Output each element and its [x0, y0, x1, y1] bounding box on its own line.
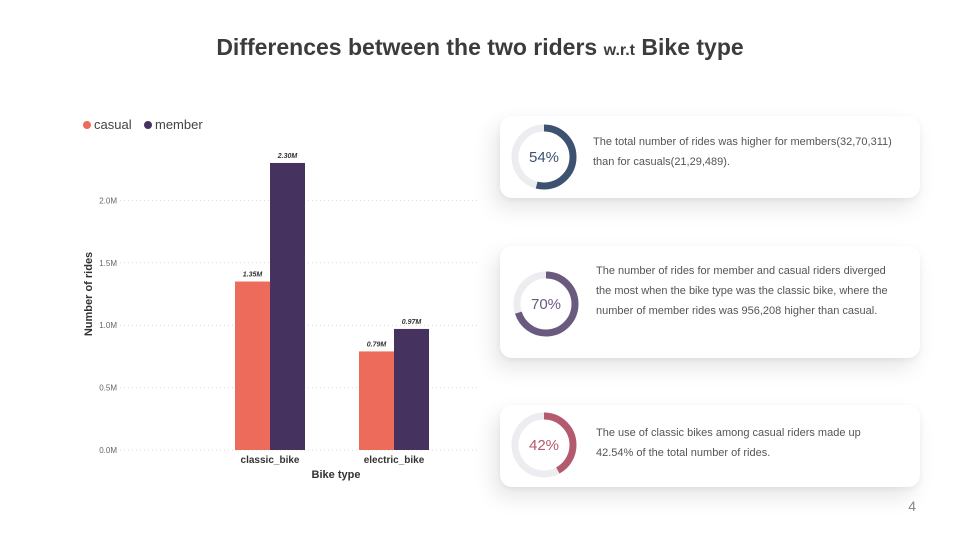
y-tick-label: 1.5M [99, 259, 117, 268]
legend-marker-casual [83, 121, 91, 129]
donut-arc [513, 271, 579, 337]
donut-percent-label: 70% [531, 296, 561, 313]
bar-casual-classic_bike [235, 281, 270, 450]
bar-chart: 0.0M 0.5M 1.0M 1.5M 2.0M Number of rides Bike … [83, 117, 480, 481]
x-tick-label: electric_bike [364, 455, 425, 466]
bar-casual-electric_bike [359, 351, 394, 450]
title-main: Differences between the two riders [216, 34, 604, 60]
y-tick-label: 0.5M [99, 384, 117, 393]
donut-gauge-2: 70% [513, 271, 579, 337]
insight-card-3: 42% The use of classic bikes among casua… [500, 405, 920, 487]
data-label: 0.97M [402, 319, 422, 326]
title-small: w.r.t [603, 42, 636, 59]
insight-card-2: 70% The number of rides for member and c… [500, 246, 920, 358]
donut-gauge-3: 42% [511, 412, 577, 478]
data-label: 0.79M [367, 341, 387, 348]
x-axis-label: Bike type [312, 469, 361, 481]
donut-arc [511, 412, 577, 478]
bar-member-classic_bike [270, 162, 305, 450]
insight-card-1: 54% The total number of rides was higher… [500, 116, 920, 198]
page-title: Differences between the two riders w.r.t… [0, 34, 960, 61]
card-text-3: The use of classic bikes among casual ri… [596, 427, 861, 459]
title-tail: Bike type [635, 34, 744, 60]
x-tick-label: classic_bike [241, 455, 300, 466]
donut-percent-label: 42% [529, 437, 559, 454]
legend-label-member: member [155, 117, 203, 132]
card-text-1: The total number of rides was higher for… [593, 136, 892, 168]
legend-label-casual: casual [94, 117, 132, 132]
y-axis-label: Number of rides [83, 252, 95, 336]
card-text-2: The number of rides for member and casua… [596, 265, 888, 317]
data-label: 1.35M [243, 272, 263, 279]
page-number: 4 [908, 498, 916, 514]
bar-member-electric_bike [394, 328, 429, 450]
y-tick-label: 1.0M [99, 321, 117, 330]
y-tick-label: 0.0M [99, 446, 117, 455]
y-tick-label: 2.0M [99, 196, 117, 205]
data-label: 2.30M [277, 153, 298, 160]
donut-percent-label: 54% [529, 149, 559, 166]
legend-marker-member [144, 121, 152, 129]
donut-arc [511, 124, 577, 190]
donut-gauge-1: 54% [511, 124, 577, 190]
